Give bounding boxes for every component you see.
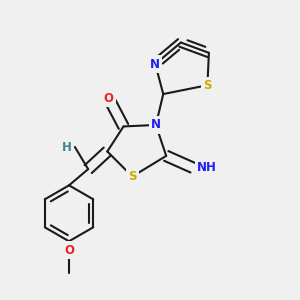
Text: S: S	[203, 79, 212, 92]
Text: N: N	[151, 118, 161, 131]
Text: H: H	[62, 141, 72, 154]
Text: S: S	[128, 170, 136, 183]
Text: N: N	[150, 58, 160, 70]
Text: O: O	[104, 92, 114, 105]
Text: O: O	[64, 244, 74, 256]
Text: NH: NH	[197, 161, 217, 174]
